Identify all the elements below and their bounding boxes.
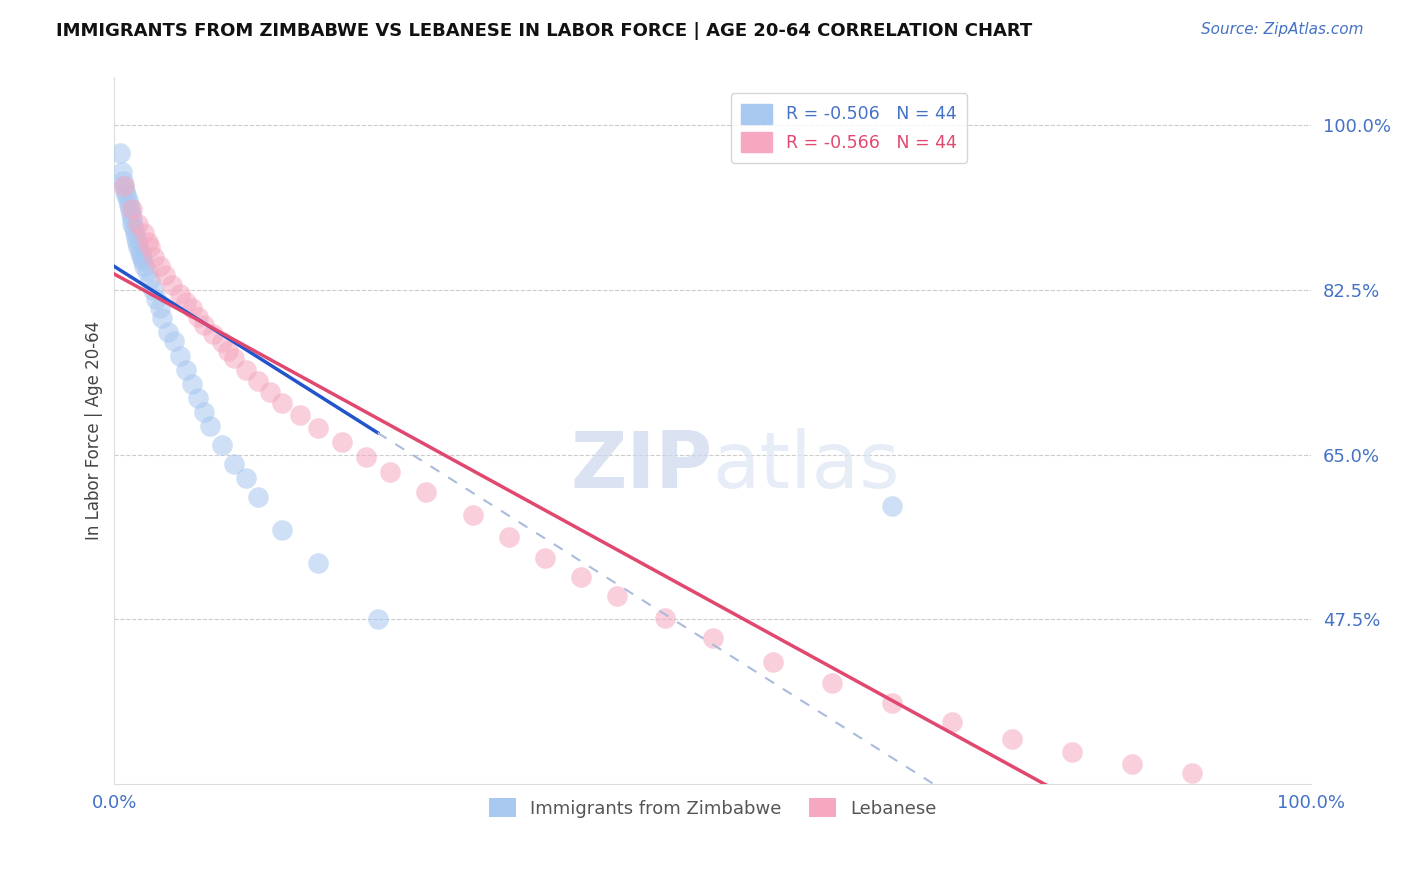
Point	[211, 438, 233, 452]
Point	[139, 273, 162, 287]
Text: IMMIGRANTS FROM ZIMBABWE VS LEBANESE IN LABOR FORCE | AGE 20-64 CORRELATION CHAR: IMMIGRANTS FROM ZIMBABWE VS LEBANESE IN …	[56, 22, 1032, 40]
Point	[115, 188, 138, 202]
Point	[150, 310, 173, 325]
Point	[181, 376, 204, 391]
Point	[110, 164, 132, 178]
Point	[288, 408, 311, 422]
Point	[169, 287, 191, 301]
Point	[606, 589, 628, 603]
Point	[271, 395, 294, 409]
Point	[127, 235, 149, 250]
Point	[211, 335, 233, 350]
Point	[1180, 766, 1202, 780]
Text: atlas: atlas	[713, 428, 900, 504]
Point	[169, 349, 191, 363]
Point	[135, 263, 157, 277]
Point	[235, 471, 257, 485]
Point	[307, 421, 329, 435]
Point	[534, 551, 557, 566]
Point	[463, 508, 485, 522]
Point	[117, 193, 139, 207]
Point	[330, 435, 353, 450]
Point	[354, 450, 377, 465]
Point	[415, 485, 437, 500]
Point	[702, 632, 724, 646]
Point	[882, 500, 904, 514]
Point	[136, 235, 159, 250]
Text: Source: ZipAtlas.com: Source: ZipAtlas.com	[1201, 22, 1364, 37]
Legend: Immigrants from Zimbabwe, Lebanese: Immigrants from Zimbabwe, Lebanese	[482, 791, 943, 825]
Point	[307, 556, 329, 570]
Point	[149, 259, 172, 273]
Point	[259, 385, 281, 400]
Point	[569, 570, 592, 584]
Point	[193, 405, 215, 419]
Point	[110, 145, 132, 160]
Point	[378, 466, 401, 480]
Point	[111, 174, 134, 188]
Point	[247, 490, 270, 504]
Point	[498, 529, 520, 543]
Point	[142, 250, 165, 264]
Point	[174, 294, 197, 309]
Point	[222, 457, 245, 471]
Point	[222, 351, 245, 366]
Text: ZIP: ZIP	[571, 428, 713, 504]
Point	[181, 301, 204, 316]
Point	[247, 374, 270, 388]
Point	[367, 612, 389, 626]
Point	[271, 523, 294, 537]
Point	[1121, 756, 1143, 771]
Point	[201, 326, 224, 341]
Point	[217, 343, 239, 358]
Point	[112, 178, 135, 193]
Point	[121, 202, 143, 217]
Point	[153, 268, 176, 283]
Point	[142, 283, 165, 297]
Point	[120, 207, 142, 221]
Point	[941, 715, 963, 730]
Point	[193, 318, 215, 333]
Point	[654, 610, 676, 624]
Y-axis label: In Labor Force | Age 20-64: In Labor Force | Age 20-64	[86, 321, 103, 541]
Point	[129, 247, 152, 261]
Point	[127, 240, 149, 254]
Point	[125, 230, 148, 244]
Point	[174, 362, 197, 376]
Point	[157, 325, 180, 339]
Point	[128, 244, 150, 259]
Point	[160, 277, 183, 292]
Point	[131, 252, 153, 266]
Point	[124, 226, 146, 240]
Point	[198, 419, 221, 434]
Point	[821, 675, 844, 690]
Point	[134, 226, 156, 240]
Point	[121, 211, 143, 226]
Point	[112, 178, 135, 193]
Point	[149, 301, 172, 316]
Point	[121, 217, 143, 231]
Point	[127, 217, 149, 231]
Point	[134, 259, 156, 273]
Point	[139, 240, 162, 254]
Point	[187, 310, 209, 324]
Point	[882, 697, 904, 711]
Point	[762, 655, 785, 669]
Point	[145, 292, 167, 306]
Point	[114, 184, 136, 198]
Point	[118, 197, 141, 211]
Point	[235, 362, 257, 376]
Point	[132, 254, 155, 268]
Point	[163, 334, 186, 349]
Point	[118, 202, 141, 217]
Point	[122, 221, 145, 235]
Point	[187, 391, 209, 405]
Point	[1001, 732, 1024, 747]
Point	[1060, 745, 1083, 759]
